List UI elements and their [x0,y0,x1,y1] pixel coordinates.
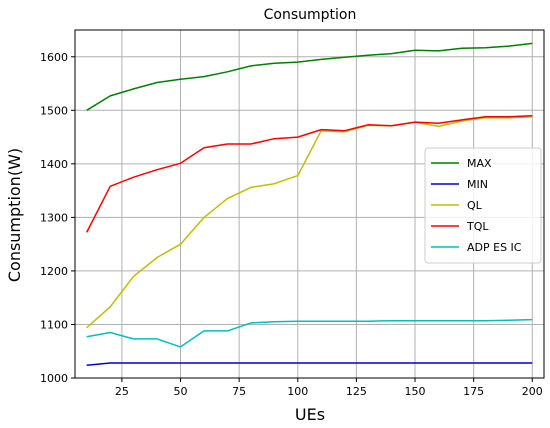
legend-label-ql: QL [467,199,483,212]
y-axis-title: Consumption(W) [5,148,24,282]
plot-frame [74,29,545,379]
y-tick-label: 1100 [40,318,68,331]
chart-title: Consumption [264,7,357,23]
legend-label-min: MIN [467,178,488,191]
y-tick-label: 1200 [40,265,68,278]
x-tick-label: 25 [115,385,129,398]
x-tick-label: 75 [232,385,246,398]
x-tick-label: 100 [287,385,308,398]
legend-label-max: MAX [467,157,492,170]
series-line-ql [86,115,533,329]
series-line-max [86,42,533,111]
x-axis-ticks: 25 50 75 100 125 150 175 200 [115,378,543,398]
y-axis-ticks: 1000 1100 1200 1300 1400 1500 1600 [40,51,75,385]
legend: MAX MIN QL TQL ADP ES IC [424,147,542,264]
legend-label-tql: TQL [466,220,489,233]
y-tick-label: 1000 [40,372,68,385]
y-tick-label: 1500 [40,104,68,117]
x-tick-label: 200 [522,385,543,398]
x-tick-label: 150 [405,385,426,398]
series-line-tql [86,114,533,233]
x-tick-label: 50 [174,385,188,398]
series-line-min [86,362,533,366]
legend-label-adp-es-ic: ADP ES IC [467,241,522,254]
y-tick-label: 1600 [40,51,68,64]
y-tick-label: 1300 [40,211,68,224]
series-line-adp-es-ic [86,318,533,348]
x-axis-title: UEs [295,405,325,424]
legend-box [424,147,542,264]
x-tick-label: 125 [346,385,367,398]
x-tick-label: 175 [463,385,484,398]
series-lines [86,42,533,366]
y-tick-label: 1400 [40,158,68,171]
